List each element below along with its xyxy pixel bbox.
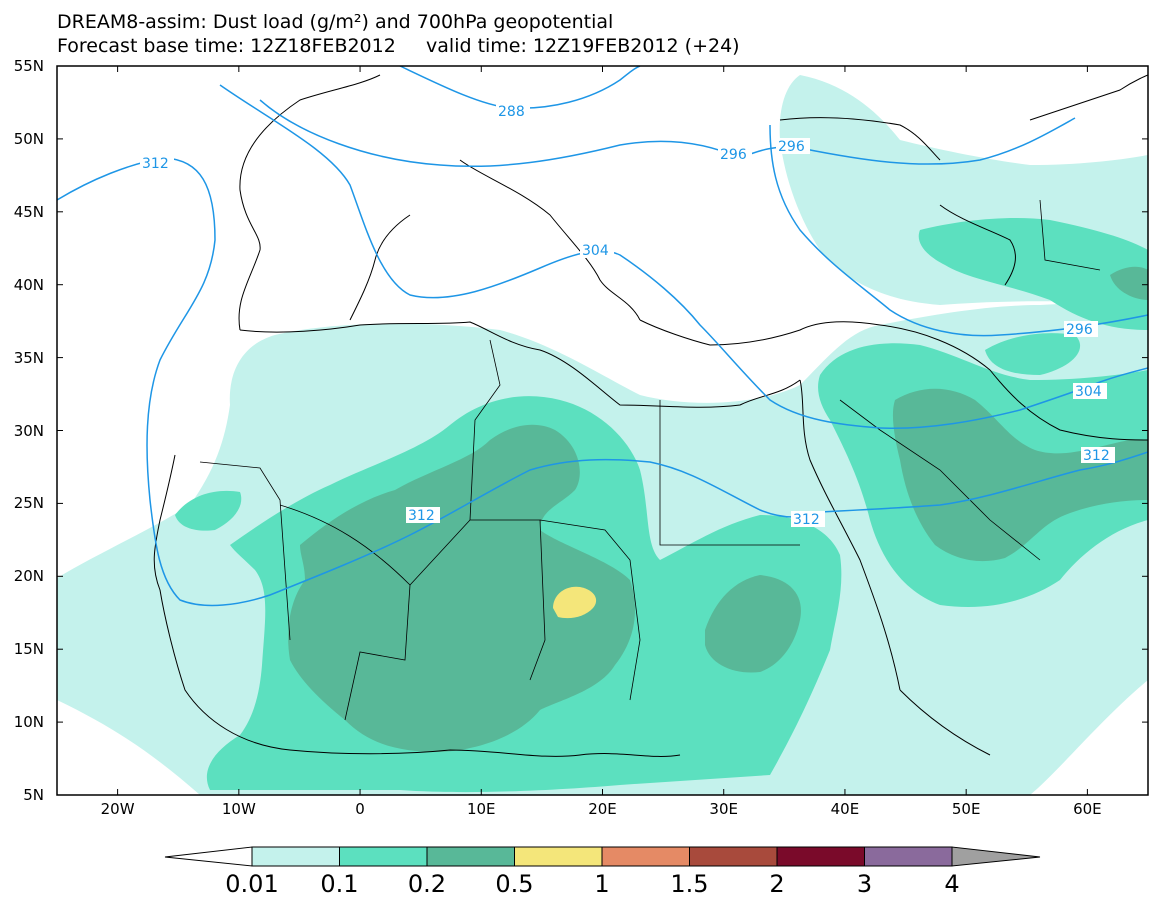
colorbar-swatch [514, 846, 603, 867]
contour-label-312-b: 312 [408, 508, 435, 524]
colorbar-high-arrow [951, 846, 1041, 867]
dust-area-dark-east [1110, 266, 1148, 300]
contour-296-a [259, 99, 1076, 168]
dust-area-dark-sudan [705, 575, 801, 673]
lat-label: 55N [13, 57, 44, 75]
contour-288 [399, 66, 641, 109]
contour-304-a [219, 84, 881, 429]
contour-label-304-b: 304 [1075, 384, 1102, 400]
lon-label: 20W [100, 800, 135, 818]
lon-label: 50E [951, 800, 981, 818]
colorbar-swatch [251, 846, 340, 867]
contour-label-296-b: 296 [778, 139, 805, 155]
map-title: DREAM8-assim: Dust load (g/m²) and 700hP… [57, 11, 614, 33]
colorbar-low-arrow [164, 846, 253, 867]
contour-304-b [879, 367, 1148, 430]
contour-labels: 288 296 296 304 296 304 312 312 312 312 [140, 103, 1115, 528]
colorbar-label: 0.1 [320, 870, 359, 898]
dust-area-peak [553, 586, 597, 619]
colorbar-swatch [339, 846, 428, 867]
dust-area-medium-west [175, 490, 242, 531]
forecast-times: Forecast base time: 12Z18FEB2012 valid t… [57, 35, 740, 57]
contour-label-312-d: 312 [1083, 448, 1110, 464]
dust-area-dark-arabia [892, 388, 1148, 562]
colorbar-swatch [426, 846, 515, 867]
contour-label-296-a: 296 [720, 147, 747, 163]
lon-label: 40E [830, 800, 860, 818]
colorbar-swatch [776, 846, 865, 867]
lat-label: 5N [23, 786, 44, 804]
contour-label-312-a: 312 [142, 156, 169, 172]
colorbar-label: 4 [944, 870, 960, 898]
colorbar-label: 3 [856, 870, 873, 898]
lat-label: 35N [13, 348, 44, 367]
colorbar-label: 0.5 [495, 870, 534, 898]
geopotential-contours [57, 66, 1148, 607]
contour-296-b [769, 124, 1148, 337]
lat-label: 40N [13, 275, 44, 294]
colorbar-label: 0.01 [225, 870, 279, 898]
contour-label-312-c: 312 [793, 512, 820, 528]
contour-312-a [57, 157, 821, 607]
lon-label: 30E [709, 800, 738, 818]
dust-area-medium-iran [985, 333, 1081, 375]
colorbar-label: 1 [594, 870, 610, 898]
lon-label: 60E [1073, 800, 1102, 818]
colorbar-label: 1.5 [670, 870, 709, 898]
lat-label: 45N [13, 202, 44, 221]
lat-label: 10N [13, 713, 44, 732]
contour-label-288: 288 [498, 104, 525, 120]
colorbar-label: 2 [769, 870, 785, 898]
lat-label: 25N [13, 494, 44, 513]
lon-label: 20E [588, 800, 617, 818]
country-borders [199, 199, 1101, 721]
colorbar-swatch [601, 846, 690, 867]
colorbar [164, 846, 1041, 867]
lat-label: 20N [13, 567, 44, 586]
colorbar-swatch [864, 846, 953, 867]
lat-label: 30N [13, 421, 44, 440]
axis-ticks [57, 65, 1148, 796]
lon-label: 10E [466, 800, 496, 818]
dust-area-medium-caspian [918, 218, 1148, 330]
colorbar-swatch [689, 846, 778, 867]
contour-label-304-a: 304 [582, 243, 609, 259]
lon-label: 0 [355, 800, 365, 818]
colorbar-label: 0.2 [407, 870, 447, 898]
lat-label: 50N [13, 129, 44, 148]
lat-label: 15N [13, 640, 44, 659]
contour-312-b [819, 451, 1148, 513]
dust-area-dark [288, 424, 635, 752]
coastlines [153, 74, 1148, 757]
lon-label: 10W [221, 800, 256, 818]
contour-label-296-c: 296 [1066, 322, 1093, 338]
